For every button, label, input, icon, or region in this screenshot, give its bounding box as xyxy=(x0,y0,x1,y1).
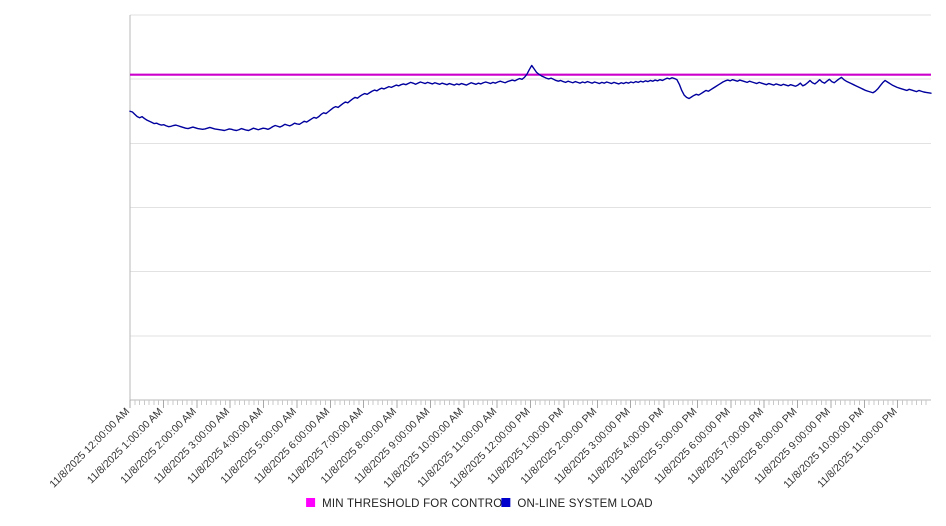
x-axis-ticks xyxy=(129,400,927,408)
legend-swatch xyxy=(306,498,316,507)
legend-swatch xyxy=(501,498,511,507)
legend-label: ON-LINE SYSTEM LOAD xyxy=(517,498,652,510)
plot-gridlines xyxy=(130,14,931,401)
legend-label: MIN THRESHOLD FOR CONTROL xyxy=(322,498,509,510)
series-path-load xyxy=(129,64,932,132)
load-series xyxy=(129,64,932,132)
chart-legend: MIN THRESHOLD FOR CONTROL ON-LINE SYSTEM … xyxy=(306,498,653,510)
